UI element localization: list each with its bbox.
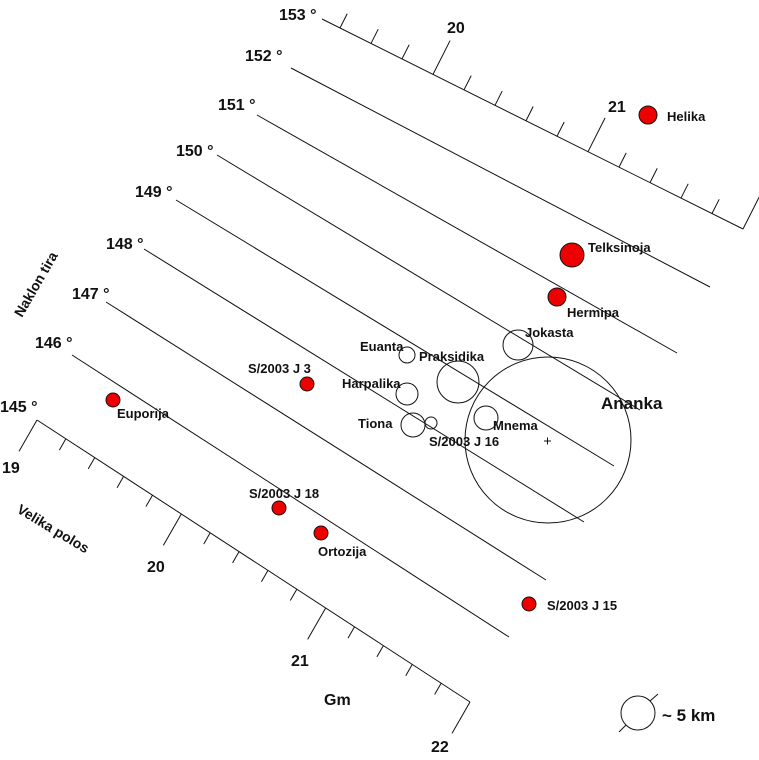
moon-marker-ortozija (313, 525, 329, 541)
moon-marker-hermipa (547, 287, 567, 307)
scale-circle (620, 695, 656, 731)
bottom-axis-major-tick (162, 513, 182, 546)
top-axis-minor-tick (618, 152, 627, 168)
inclination-line-150 (216, 154, 641, 411)
moon-label-s-2003-j-18: S/2003 J 18 (249, 486, 319, 501)
incl-label-148: 148 ° (106, 236, 144, 253)
moon-marker-ananka (464, 356, 632, 524)
bottom-axis-major-tick (18, 419, 38, 452)
bottom-axis-minor-tick (289, 588, 298, 601)
moon-label-euanta: Euanta (360, 339, 404, 354)
inclination-line-152 (290, 67, 711, 288)
scale-label: ~ 5 km (662, 706, 715, 725)
inclination-line-148 (143, 248, 585, 523)
incl-label-145: 145 ° (0, 399, 38, 416)
moon-marker-helika (638, 105, 658, 125)
moon-marker-euporija (105, 392, 121, 408)
top-axis-minor-tick (370, 28, 379, 44)
moon-marker-euanta (398, 346, 416, 364)
bottom-axis-minor-tick (376, 645, 384, 658)
incl-label-153: 153 ° (279, 7, 317, 24)
moon-label-mnema: Mnema (493, 418, 539, 433)
bottom-axis-major-tick (451, 701, 471, 734)
incl-label-149: 149 ° (135, 184, 173, 201)
top-axis-major-tick (742, 196, 759, 230)
bottom-tick-label-21: 21 (291, 653, 309, 670)
incl-label-151: 151 ° (218, 97, 256, 114)
bottom-axis-minor-tick (232, 551, 240, 564)
moon-marker-jokasta (502, 329, 534, 361)
moon-marker-s-2003-j-16 (424, 416, 438, 430)
inclination-line-146 (71, 354, 510, 638)
bottom-tick-label-22: 22 (431, 739, 449, 756)
bottom-axis-major-tick (307, 607, 327, 640)
moon-label-telksinoja: Telksinoja (588, 240, 651, 255)
scale-tick (649, 693, 659, 702)
moon-label-hermipa: Hermipa (567, 305, 620, 320)
bottom-axis-minor-tick (116, 476, 125, 488)
top-axis-major-tick (587, 117, 606, 152)
top-axis-minor-tick (401, 44, 410, 60)
moon-label-s-2003-j-15: S/2003 J 15 (547, 598, 617, 613)
bottom-tick-label-19: 19 (2, 460, 20, 477)
moon-label-s-2003-j-16: S/2003 J 16 (429, 434, 499, 449)
incl-label-147: 147 ° (72, 286, 110, 303)
axis-title-semimajor: Velika polos (14, 501, 92, 557)
inclination-lines (36, 18, 744, 703)
moon-marker-mnema (473, 405, 499, 431)
moon-marker-praksidika (436, 360, 480, 404)
moon-marker-harpalika (395, 382, 419, 406)
scale-tick (618, 724, 627, 733)
inclination-line-151 (256, 114, 678, 354)
bottom-axis-minor-tick (203, 532, 211, 545)
moon-label-ananka: Ananka (601, 394, 663, 413)
moon-marker-telksinoja (559, 242, 585, 268)
top-axis-minor-tick (339, 13, 348, 29)
top-axis-minor-tick (525, 106, 534, 121)
moon-marker-s-2003-j-3 (299, 376, 315, 392)
axis-title-inclination: Naklon tira (11, 249, 61, 320)
moon-marker-tiona (400, 412, 426, 438)
incl-label-152: 152 ° (245, 48, 283, 65)
moon-label-euporija: Euporija (117, 406, 170, 421)
top-axis-minor-tick (649, 168, 658, 183)
bottom-axis-minor-tick (260, 570, 269, 582)
moon-marker-s-2003-j-15 (521, 596, 537, 612)
top-axis-major-tick (432, 40, 451, 75)
bottom-tick-label-20: 20 (147, 559, 165, 576)
moon-label-helika: Helika (667, 109, 706, 124)
top-axis-minor-tick (711, 199, 720, 214)
top-axis-minor-tick (556, 121, 565, 137)
top-axis-minor-tick (463, 75, 472, 91)
bottom-axis-minor-tick (405, 664, 413, 676)
incl-label-146: 146 ° (35, 335, 73, 352)
bottom-axis-minor-tick (58, 438, 67, 451)
inclination-line-153 (321, 18, 744, 230)
moon-label-jokasta: Jokasta (525, 325, 574, 340)
moons: Helika Telksinoja Hermipa Jokasta Euanta Prak… (105, 105, 706, 613)
top-axis-minor-tick (494, 90, 503, 106)
inclination-line-149 (175, 199, 615, 467)
moon-label-praksidika: Praksidika (419, 349, 485, 364)
bottom-axis-minor-tick (347, 626, 355, 639)
inclination-line-145 (36, 419, 471, 703)
scale-legend: ~ 5 km (618, 693, 715, 733)
top-tick-label-21: 21 (608, 99, 626, 116)
moon-label-harpalika: Harpalika (342, 376, 401, 391)
top-axis-minor-tick (680, 183, 689, 199)
moon-label-s-2003-j-3: S/2003 J 3 (248, 361, 311, 376)
axis-ticks (18, 13, 759, 734)
top-tick-label-20: 20 (447, 20, 465, 37)
moon-label-ortozija: Ortozija (318, 544, 367, 559)
bottom-axis-minor-tick (87, 457, 96, 470)
inclination-line-147 (105, 301, 547, 581)
incl-label-150: 150 ° (176, 143, 214, 160)
bottom-axis-minor-tick (434, 682, 442, 695)
moon-marker-s-2003-j-18 (271, 500, 287, 516)
unit-label: Gm (324, 692, 351, 709)
bottom-axis-minor-tick (145, 494, 153, 507)
moon-label-tiona: Tiona (358, 416, 393, 431)
